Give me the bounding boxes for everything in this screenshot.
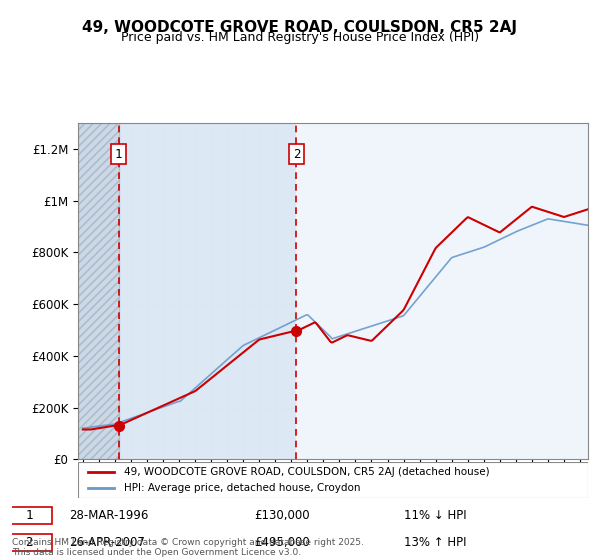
Bar bbox=[296, 123, 588, 459]
FancyBboxPatch shape bbox=[78, 462, 588, 498]
FancyBboxPatch shape bbox=[6, 507, 52, 524]
Text: Contains HM Land Registry data © Crown copyright and database right 2025.
This d: Contains HM Land Registry data © Crown c… bbox=[12, 538, 364, 557]
Bar bbox=[78, 123, 119, 459]
Bar bbox=[78, 123, 119, 459]
Bar bbox=[78, 123, 119, 459]
Text: 11% ↓ HPI: 11% ↓ HPI bbox=[404, 508, 466, 521]
Text: 13% ↑ HPI: 13% ↑ HPI bbox=[404, 536, 466, 549]
Text: 2: 2 bbox=[26, 536, 33, 549]
Text: Price paid vs. HM Land Registry's House Price Index (HPI): Price paid vs. HM Land Registry's House … bbox=[121, 31, 479, 44]
Text: £130,000: £130,000 bbox=[254, 508, 310, 521]
Text: 49, WOODCOTE GROVE ROAD, COULSDON, CR5 2AJ: 49, WOODCOTE GROVE ROAD, COULSDON, CR5 2… bbox=[83, 20, 517, 35]
Bar bbox=[78, 123, 119, 459]
Text: 26-APR-2007: 26-APR-2007 bbox=[70, 536, 145, 549]
Text: 28-MAR-1996: 28-MAR-1996 bbox=[70, 508, 149, 521]
Text: £495,000: £495,000 bbox=[254, 536, 310, 549]
Text: 49, WOODCOTE GROVE ROAD, COULSDON, CR5 2AJ (detached house): 49, WOODCOTE GROVE ROAD, COULSDON, CR5 2… bbox=[124, 467, 490, 477]
FancyBboxPatch shape bbox=[6, 534, 52, 551]
Bar bbox=[119, 123, 296, 459]
Bar bbox=[296, 123, 588, 459]
Text: HPI: Average price, detached house, Croydon: HPI: Average price, detached house, Croy… bbox=[124, 483, 361, 493]
Bar bbox=[119, 123, 296, 459]
Text: 1: 1 bbox=[26, 508, 33, 521]
Text: 1: 1 bbox=[115, 148, 122, 161]
Text: 2: 2 bbox=[293, 148, 300, 161]
